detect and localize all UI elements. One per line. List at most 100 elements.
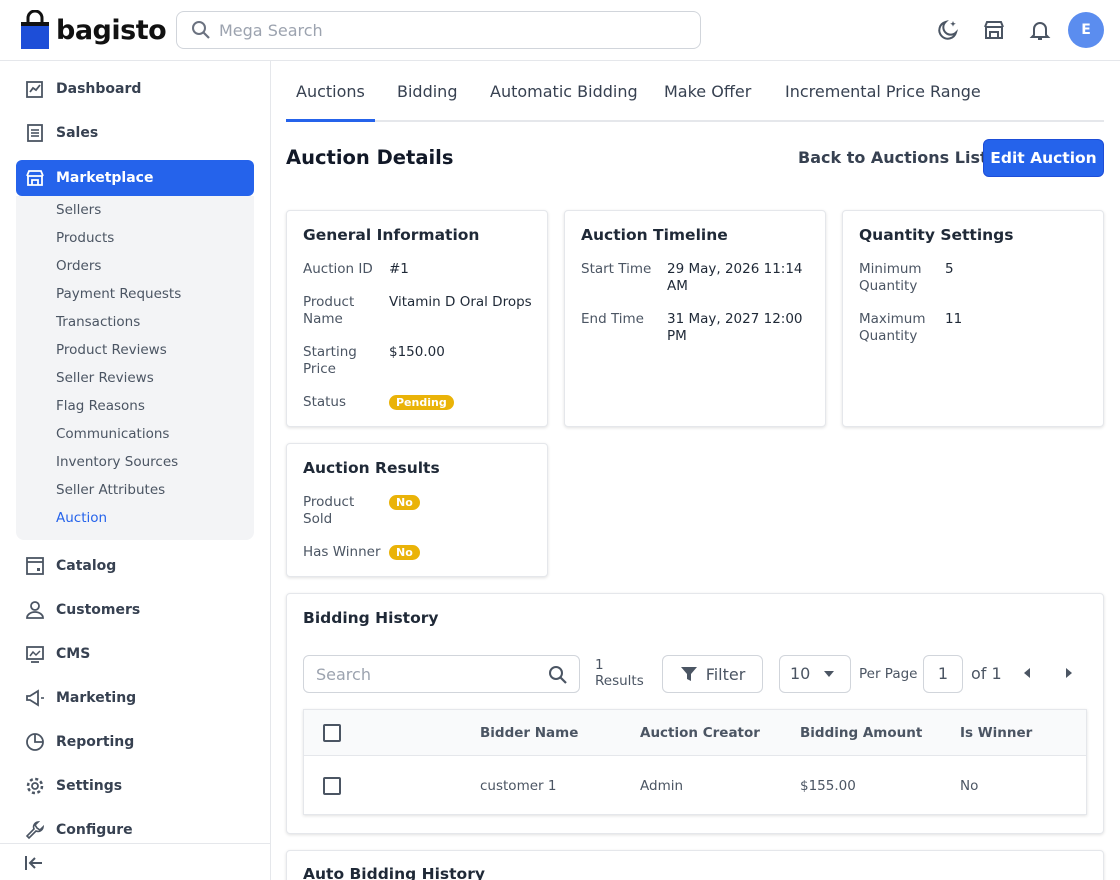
starting-price-label: Starting Price [303, 344, 357, 377]
submenu-product-reviews[interactable]: Product Reviews [56, 342, 167, 358]
submenu-inventory-sources[interactable]: Inventory Sources [56, 454, 179, 470]
tab-make-offer[interactable]: Make Offer [664, 82, 752, 101]
bidding-search[interactable] [303, 655, 580, 693]
submenu-orders[interactable]: Orders [56, 258, 102, 274]
sidebar-item-marketing[interactable]: Marketing [16, 680, 254, 716]
tab-bidding[interactable]: Bidding [397, 82, 458, 101]
sidebar-item-catalog[interactable]: Catalog [16, 548, 254, 584]
column-is-winner[interactable]: Is Winner [960, 725, 1033, 741]
results-count: 1 Results [595, 657, 644, 689]
sidebar-item-reporting[interactable]: Reporting [16, 724, 254, 760]
product-name-value: Vitamin D Oral Drops [389, 294, 532, 310]
sidebar-item-label: Dashboard [56, 81, 142, 97]
sidebar-item-configure[interactable]: Configure [16, 812, 254, 848]
sidebar-item-customers[interactable]: Customers [16, 592, 254, 628]
minimum-quantity-label: Minimum Quantity [859, 261, 922, 294]
submenu-sellers[interactable]: Sellers [56, 202, 102, 218]
filter-button[interactable]: Filter [662, 655, 763, 693]
tab-auctions[interactable]: Auctions [286, 80, 375, 122]
row-checkbox[interactable] [323, 777, 341, 795]
sidebar-item-label: Customers [56, 602, 141, 618]
top-header: bagisto E [0, 0, 1120, 61]
filter-icon [680, 667, 697, 681]
submenu-flag-reasons[interactable]: Flag Reasons [56, 398, 145, 414]
table-header: Bidder Name Auction Creator Bidding Amou… [304, 710, 1086, 756]
notification-bell-icon[interactable] [1027, 17, 1053, 43]
end-time-value: 31 May, 2027 12:00 PM [667, 311, 803, 344]
tab-automatic-bidding[interactable]: Automatic Bidding [490, 82, 638, 101]
product-sold-badge: No [389, 495, 420, 510]
auction-id-label: Auction ID [303, 261, 373, 277]
sidebar-item-settings[interactable]: Settings [16, 768, 254, 804]
theme-toggle-icon[interactable] [935, 17, 961, 43]
quantity-settings-card: Quantity Settings Minimum Quantity 5 Maxi… [842, 210, 1104, 427]
bagisto-logo[interactable]: bagisto [20, 10, 167, 50]
bidding-search-input[interactable] [316, 665, 536, 684]
cell-is-winner: No [960, 778, 979, 794]
column-auction-creator[interactable]: Auction Creator [640, 725, 760, 741]
sidebar-item-label: Sales [56, 125, 99, 141]
page-number-input[interactable]: 1 [923, 655, 963, 693]
sales-icon [24, 122, 46, 144]
sidebar-item-cms[interactable]: CMS [16, 636, 254, 672]
end-time-label: End Time [581, 311, 644, 327]
cell-bidding-amount: $155.00 [800, 778, 856, 794]
shopping-bag-icon [21, 10, 49, 49]
submenu-communications[interactable]: Communications [56, 426, 170, 442]
product-name-label: Product Name [303, 294, 355, 327]
cell-auction-creator: Admin [640, 778, 684, 794]
sidebar-item-label: Marketing [56, 690, 137, 706]
per-page-value: 10 [790, 664, 811, 683]
submenu-products[interactable]: Products [56, 230, 115, 246]
gear-icon [24, 775, 46, 797]
submenu-seller-attributes[interactable]: Seller Attributes [56, 482, 166, 498]
select-all-checkbox[interactable] [323, 724, 341, 742]
tab-incremental-price-range[interactable]: Incremental Price Range [785, 82, 981, 101]
submenu-transactions[interactable]: Transactions [56, 314, 141, 330]
has-winner-label: Has Winner [303, 544, 381, 560]
sidebar-item-dashboard[interactable]: Dashboard [16, 71, 254, 107]
general-information-card: General Information Auction ID #1 Produc… [286, 210, 548, 427]
collapse-sidebar-button[interactable] [0, 843, 270, 880]
search-icon[interactable] [548, 665, 568, 685]
start-time-label: Start Time [581, 261, 652, 277]
page-title: Auction Details [286, 146, 454, 169]
catalog-icon [24, 555, 46, 577]
back-to-auctions-link[interactable]: Back to Auctions List [798, 148, 988, 167]
user-avatar[interactable]: E [1068, 12, 1104, 48]
auction-tabs: Auctions Bidding Automatic Bidding Make … [286, 62, 1104, 122]
edit-auction-button[interactable]: Edit Auction [983, 139, 1104, 177]
column-bidding-amount[interactable]: Bidding Amount [800, 725, 923, 741]
sidebar-item-sales[interactable]: Sales [16, 115, 254, 151]
previous-page-icon[interactable] [1019, 665, 1035, 681]
next-page-icon[interactable] [1061, 665, 1077, 681]
submenu-seller-reviews[interactable]: Seller Reviews [56, 370, 154, 386]
column-bidder-name[interactable]: Bidder Name [480, 725, 579, 741]
storefront-icon[interactable] [981, 17, 1007, 43]
mega-search-input[interactable] [219, 20, 659, 40]
sidebar: Dashboard Sales Marketplace Sellers Prod… [0, 61, 271, 880]
starting-price-value: $150.00 [389, 344, 445, 360]
brand-name: bagisto [56, 14, 167, 46]
per-page-select[interactable]: 10 [779, 655, 851, 693]
sidebar-item-label: Settings [56, 778, 123, 794]
status-badge: Pending [389, 395, 454, 410]
product-sold-label: Product Sold [303, 494, 355, 527]
auction-timeline-card: Auction Timeline Start Time 29 May, 2026… [564, 210, 826, 427]
bidding-table: Bidder Name Auction Creator Bidding Amou… [303, 709, 1087, 815]
cell-bidder-name: customer 1 [480, 778, 557, 794]
card-title: Quantity Settings [859, 226, 1014, 244]
submenu-auction[interactable]: Auction [56, 510, 108, 526]
customers-icon [24, 599, 46, 621]
auto-bidding-history-card: Auto Bidding History [286, 850, 1104, 880]
sidebar-item-marketplace[interactable]: Marketplace [16, 160, 254, 196]
card-title: Auction Results [303, 459, 440, 477]
sidebar-item-label: Marketplace [56, 170, 154, 186]
mega-search[interactable] [176, 11, 701, 49]
per-page-label: Per Page [859, 666, 918, 682]
card-title: Bidding History [303, 609, 439, 627]
submenu-payment-requests[interactable]: Payment Requests [56, 286, 182, 302]
collapse-icon [25, 856, 42, 870]
chevron-down-icon [824, 671, 834, 677]
